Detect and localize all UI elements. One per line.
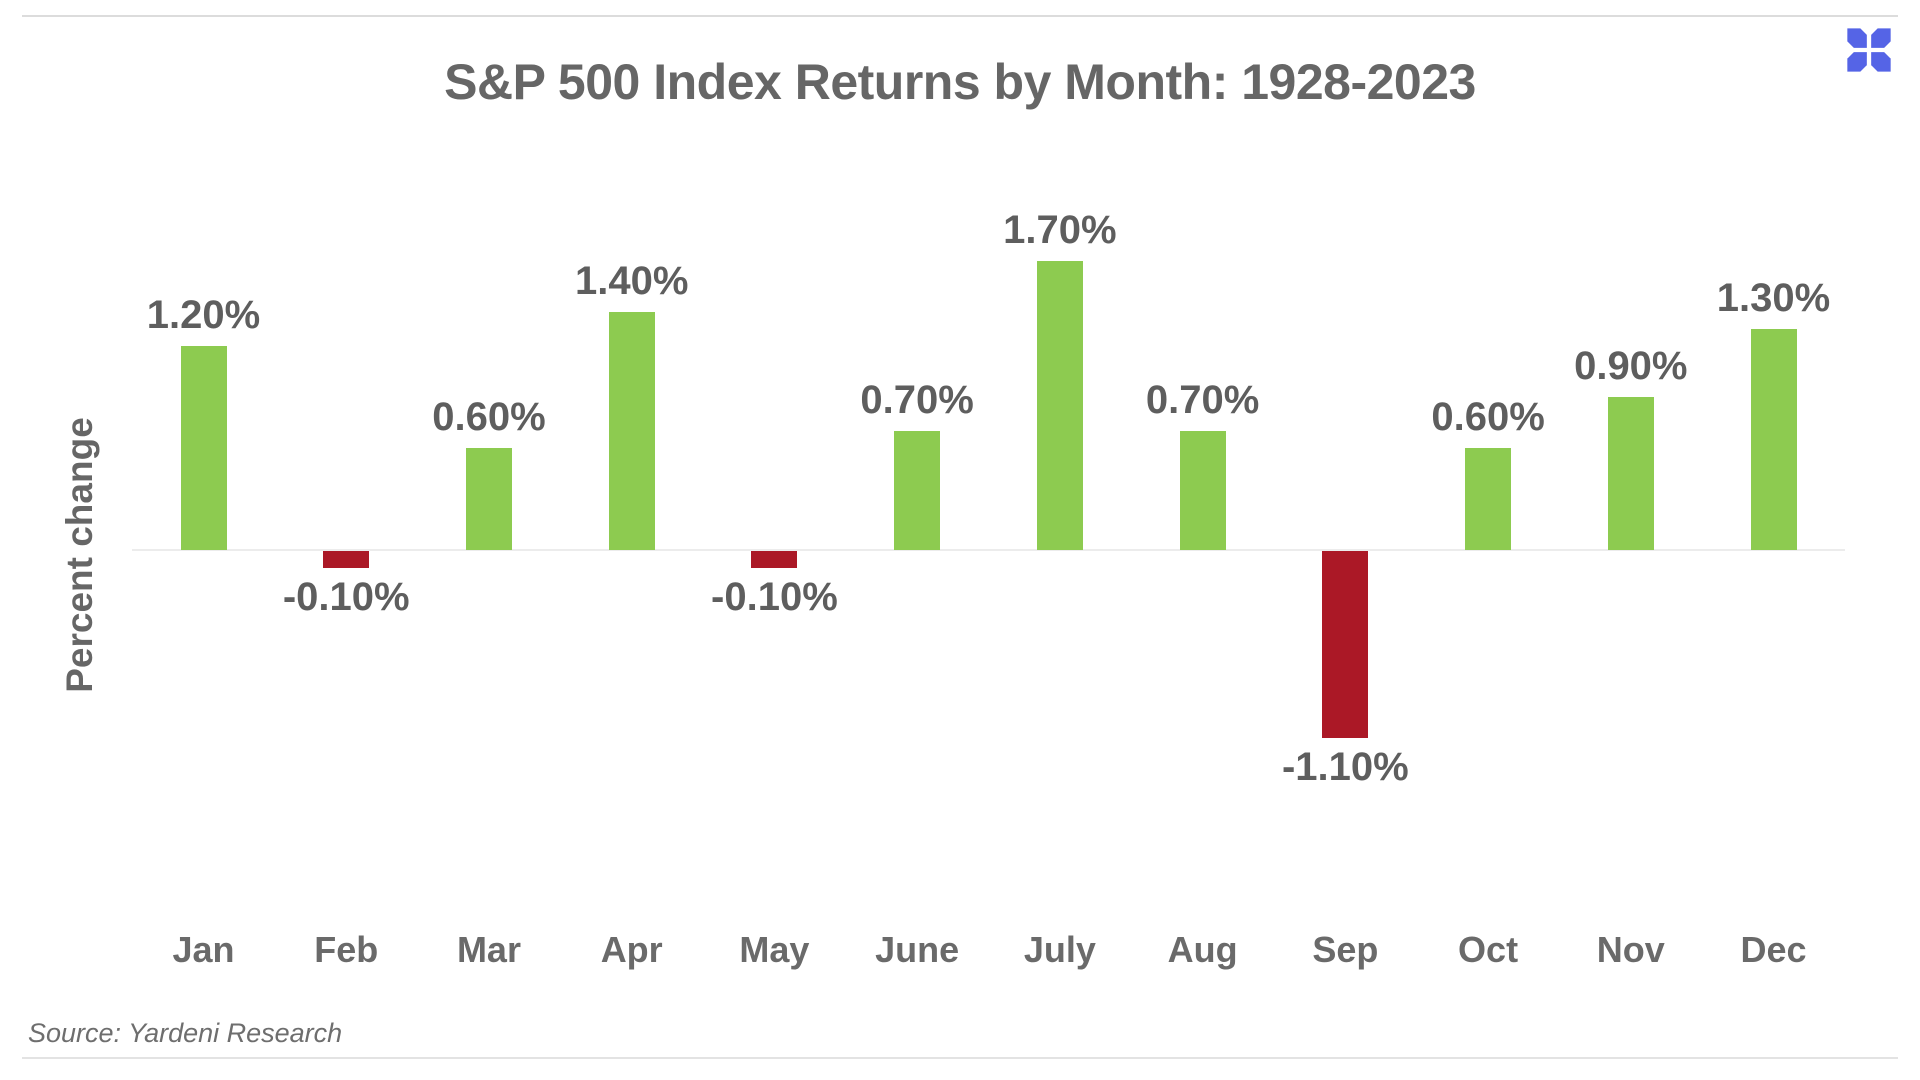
value-label-jan: 1.20% — [146, 293, 261, 337]
bar-jan — [180, 346, 227, 550]
value-label-july: 1.70% — [1003, 208, 1117, 252]
x-tick-nov: Nov — [1596, 929, 1665, 970]
value-label-dec: 1.30% — [1716, 276, 1831, 320]
bar-feb — [323, 551, 370, 568]
value-label-aug: 0.70% — [1145, 378, 1260, 422]
x-tick-jan: Jan — [172, 929, 235, 970]
x-tick-oct: Oct — [1458, 929, 1519, 970]
value-label-may: -0.10% — [711, 575, 838, 619]
bar-sep — [1322, 551, 1369, 738]
bar-mar — [465, 448, 512, 550]
x-tick-mar: Mar — [456, 929, 521, 970]
bar-dec — [1750, 329, 1797, 550]
bar-june — [894, 431, 941, 550]
top-divider — [22, 15, 1898, 17]
value-label-oct: 0.60% — [1431, 395, 1545, 439]
x-tick-feb: Feb — [314, 929, 379, 970]
x-tick-sep: Sep — [1312, 929, 1379, 970]
value-label-june: 0.70% — [860, 378, 974, 422]
x-tick-dec: Dec — [1740, 929, 1807, 970]
y-axis-label: Percent change — [59, 417, 100, 693]
value-label-apr: 1.40% — [574, 259, 689, 303]
x-tick-june: June — [875, 929, 960, 970]
value-label-nov: 0.90% — [1574, 344, 1688, 388]
chart-title: S&P 500 Index Returns by Month: 1928-202… — [444, 54, 1476, 110]
bar-nov — [1607, 397, 1654, 550]
bar-may — [751, 551, 798, 568]
blue-x-petals-logo — [1847, 28, 1891, 72]
value-label-mar: 0.60% — [432, 395, 546, 439]
bar-july — [1036, 261, 1083, 550]
value-label-sep: -1.10% — [1281, 745, 1409, 789]
x-tick-may: May — [739, 929, 810, 970]
x-tick-aug: Aug — [1167, 929, 1238, 970]
x-tick-july: July — [1023, 929, 1096, 970]
bottom-divider — [22, 1057, 1898, 1059]
x-tick-apr: Apr — [600, 929, 663, 970]
bar-apr — [608, 312, 655, 550]
bar-oct — [1465, 448, 1512, 550]
value-label-feb: -0.10% — [282, 575, 410, 619]
source-note: Source: Yardeni Research — [28, 1018, 343, 1048]
bar-aug — [1179, 431, 1226, 550]
zero-axis-line — [132, 549, 1845, 551]
